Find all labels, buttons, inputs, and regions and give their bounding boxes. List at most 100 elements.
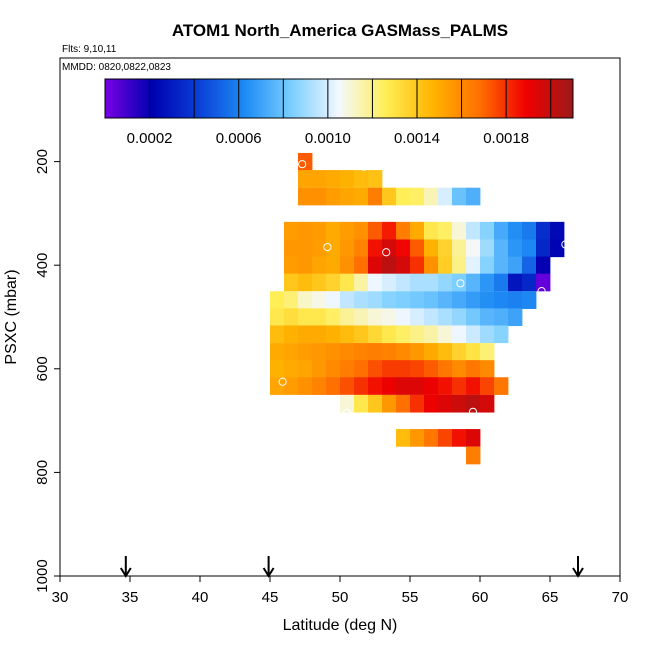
sample-marker [561, 240, 570, 249]
heatmap-cell [298, 291, 313, 309]
x-tick-label: 65 [542, 589, 559, 606]
heatmap-cell [424, 394, 439, 413]
heatmap-cell [312, 377, 327, 395]
heatmap-cell [326, 221, 341, 240]
heatmap-cell [270, 377, 285, 395]
heatmap-cell [466, 377, 481, 395]
heatmap-cell [494, 239, 509, 258]
heatmap-cell [326, 377, 341, 395]
heatmap-cell [326, 343, 341, 361]
heatmap-cell [396, 325, 411, 344]
heatmap-cell [466, 446, 481, 465]
colorbar-tick-label: 0.0006 [216, 130, 262, 147]
heatmap-cell [410, 325, 425, 344]
heatmap-cell [312, 360, 327, 378]
heatmap-cell [326, 325, 341, 344]
heatmap-cell [382, 239, 397, 258]
heatmap-cell [508, 256, 523, 275]
arrow-markers [119, 556, 584, 578]
heatmap-cell [466, 394, 481, 413]
heatmap-cell [410, 221, 425, 240]
heatmap-cell [354, 360, 369, 378]
heatmap-cell [424, 291, 439, 309]
heatmap-cell [326, 256, 341, 275]
heatmap-cell [382, 256, 397, 275]
heatmap-cell [312, 256, 327, 275]
heatmap-cell [284, 221, 299, 240]
heatmap-cell [312, 291, 327, 309]
heatmap-cell [340, 343, 355, 361]
heatmap-cell [284, 273, 299, 292]
heatmap-cell [326, 308, 341, 327]
heatmap-cell [326, 291, 341, 309]
heatmap-cell [494, 325, 509, 344]
heatmap-cell [382, 221, 397, 240]
heatmap-cell [452, 343, 467, 361]
heatmap-cell [312, 221, 327, 240]
sample-marker [342, 408, 352, 417]
heatmap-cell [438, 239, 453, 258]
heatmap-cell [284, 256, 299, 275]
heatmap-cell [396, 394, 411, 413]
heatmap-cell [354, 377, 369, 395]
heatmap-cell [438, 291, 453, 309]
y-axis-label: PSXC (mbar) [3, 269, 20, 364]
heatmap-cell [298, 170, 313, 188]
heatmap-cell [340, 273, 355, 292]
heatmap-cell [480, 343, 495, 361]
heatmap-cell [298, 273, 313, 292]
heatmap-cell [284, 239, 299, 258]
heatmap-cell [284, 343, 299, 361]
heatmap-cell [396, 291, 411, 309]
y-tick-label: 1000 [34, 559, 51, 592]
sample-marker [464, 470, 473, 480]
sample-marker [359, 162, 368, 171]
sample-marker [382, 248, 391, 257]
heatmap-cell [382, 308, 397, 327]
heatmap-cell [382, 343, 397, 361]
heatmap-cell [410, 273, 425, 292]
heatmap-cell [312, 273, 327, 292]
heatmap-cell [396, 221, 411, 240]
heatmap-cell [284, 291, 299, 309]
heatmap-cell [354, 221, 369, 240]
heatmap-cell [438, 256, 453, 275]
heatmap-cell [508, 291, 523, 309]
heatmap-cell [326, 170, 341, 188]
heatmap-cell [494, 221, 509, 240]
heatmap-cell [270, 360, 285, 378]
heatmap-cell [396, 187, 411, 206]
heatmap-cell [312, 325, 327, 344]
heatmap-cell [494, 273, 509, 292]
sample-marker [468, 407, 478, 416]
heatmap-cell [326, 239, 341, 258]
heatmap-cell [480, 221, 495, 240]
heatmap-cell [536, 221, 551, 240]
heatmap-cell [480, 256, 495, 275]
heatmap-cell [424, 429, 439, 447]
x-tick-label: 60 [472, 589, 489, 606]
heatmap-cell [368, 221, 383, 240]
x-tick-label: 50 [332, 589, 349, 606]
heatmap-cell [368, 394, 383, 413]
x-tick-label: 55 [402, 589, 419, 606]
heatmap-cell [340, 308, 355, 327]
sample-marker [323, 242, 332, 252]
heatmap-cell [410, 256, 425, 275]
heatmap-cell [480, 239, 495, 258]
colorbar: 0.0002 0.0006 0.0010 0.0014 0.0018 [104, 78, 574, 147]
heatmap-cell [340, 170, 355, 188]
heatmap-cell [340, 256, 355, 275]
heatmap-cell [396, 360, 411, 378]
heatmap-cell [424, 360, 439, 378]
heatmap-cell [452, 187, 467, 206]
heatmap-cell [368, 360, 383, 378]
heatmap-cell [522, 291, 537, 309]
heatmap-cell [410, 429, 425, 447]
x-axis: 30 35 40 45 50 55 60 65 70 [52, 576, 629, 606]
x-tick-label: 70 [612, 589, 629, 606]
heatmap-cell [550, 221, 565, 240]
heatmap-cell [354, 273, 369, 292]
heatmap-cell [410, 239, 425, 258]
flights-label: Flts: 9,10,11 [62, 44, 117, 55]
